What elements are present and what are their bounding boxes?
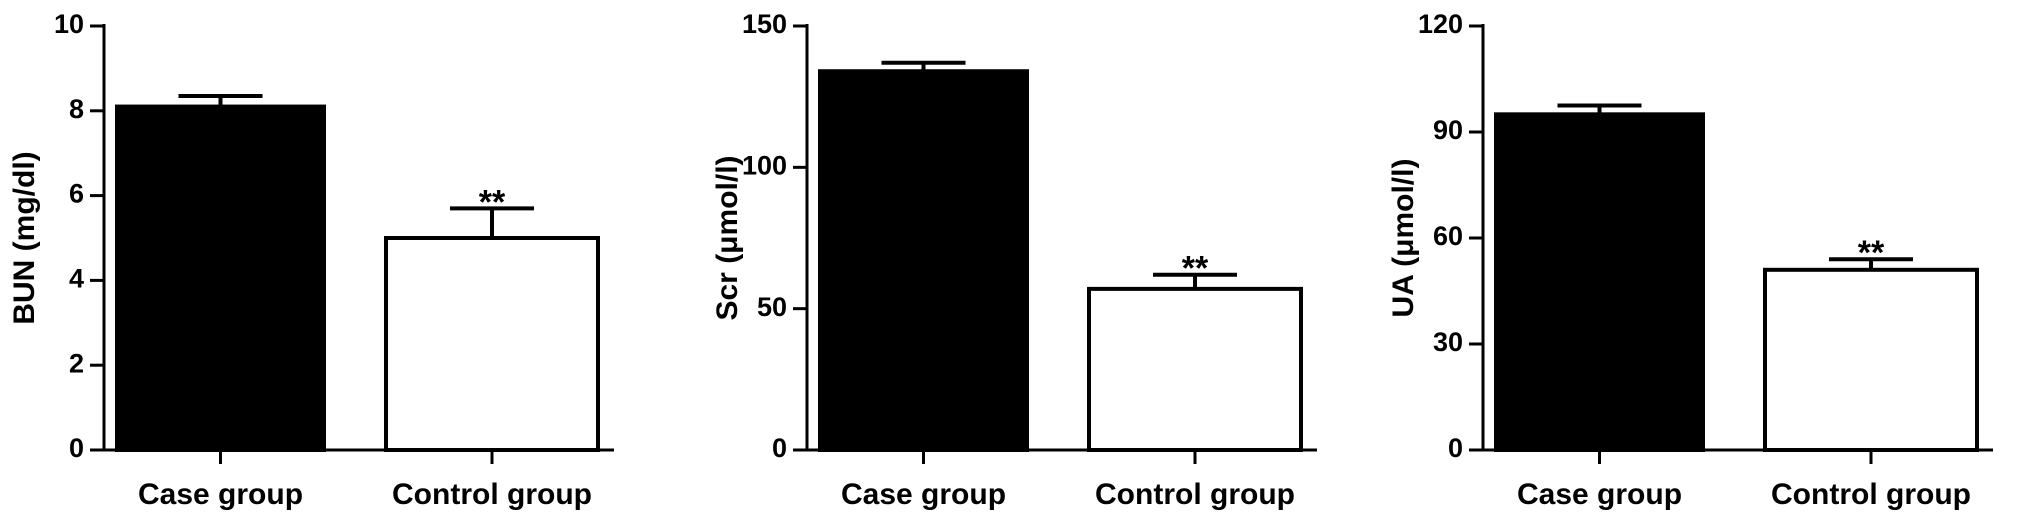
x-tick-label: Case group [138, 478, 303, 511]
bar [818, 69, 1029, 453]
x-tick-label: Control group [1095, 478, 1295, 511]
significance-label: ** [479, 183, 506, 221]
significance-label: ** [1858, 234, 1885, 272]
bar [384, 236, 600, 452]
bar [1087, 286, 1303, 452]
x-tick-label: Case group [1517, 478, 1682, 511]
y-tick-label: 150 [742, 9, 787, 39]
significance-label: ** [1182, 250, 1209, 288]
bar [115, 104, 326, 452]
y-tick-label: 10 [54, 9, 84, 39]
x-tick-label: Control group [392, 478, 592, 511]
x-tick-label: Case group [841, 478, 1006, 511]
y-axis-label: BUN (mg/dl) [8, 151, 41, 324]
y-tick-label: 90 [1433, 115, 1463, 145]
bar [1494, 112, 1705, 452]
y-tick-label: 2 [69, 348, 84, 378]
y-axis-label: UA (μmol/l) [1387, 159, 1420, 318]
y-tick-label: 0 [1448, 433, 1463, 463]
x-tick-label: Control group [1771, 478, 1971, 511]
y-tick-label: 6 [69, 179, 84, 209]
y-axis-label: Scr (μmol/l) [711, 155, 744, 320]
y-tick-label: 120 [1418, 9, 1463, 39]
y-tick-label: 30 [1433, 327, 1463, 357]
y-tick-label: 0 [69, 433, 84, 463]
y-tick-label: 60 [1433, 221, 1463, 251]
y-tick-label: 100 [742, 150, 787, 180]
bar [1763, 267, 1979, 452]
y-tick-label: 0 [772, 433, 787, 463]
y-tick-label: 50 [757, 292, 787, 322]
y-tick-label: 8 [69, 94, 84, 124]
y-tick-label: 4 [69, 264, 84, 294]
